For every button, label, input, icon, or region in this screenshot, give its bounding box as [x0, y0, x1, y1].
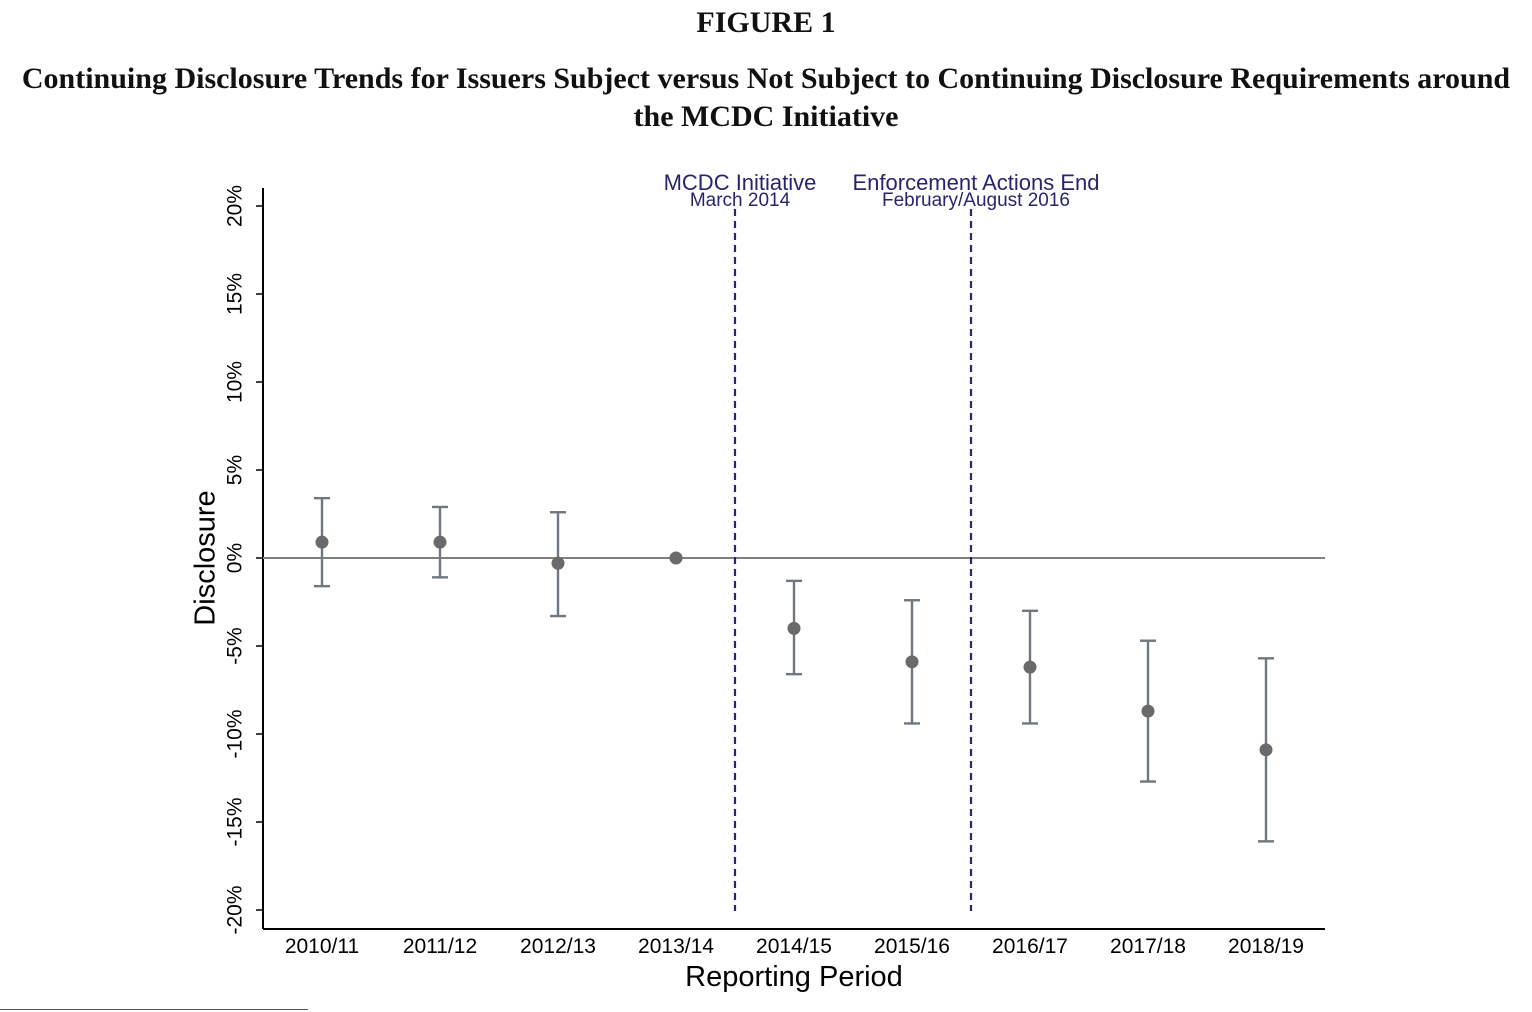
y-axis-title: Disclosure — [190, 490, 222, 625]
figure-label: FIGURE 1 — [696, 6, 836, 39]
y-tick-label: 0% — [224, 543, 247, 573]
x-tick-label: 2011/12 — [403, 935, 477, 958]
event-label-2: Enforcement Actions End — [852, 170, 1099, 195]
x-tick-label: 2017/18 — [1110, 935, 1186, 958]
y-tick-label: -20% — [224, 885, 247, 934]
event-label-1: MCDC Initiative — [664, 170, 817, 195]
figure-title-line-1: Continuing Disclosure Trends for Issuers… — [21, 62, 1511, 95]
event-date-2: February/August 2016 — [882, 190, 1070, 211]
y-tick-label: 5% — [224, 455, 247, 485]
y-tick-label: 15% — [224, 273, 247, 315]
x-axis-title: Reporting Period — [685, 961, 903, 993]
data-point — [669, 551, 683, 565]
y-tick-label: -15% — [224, 797, 247, 846]
x-tick-label: 2014/15 — [756, 935, 832, 958]
data-point — [905, 655, 919, 669]
data-point — [551, 556, 565, 570]
y-tick-label: 10% — [224, 361, 247, 403]
footnote-rule — [0, 1009, 308, 1010]
x-tick-label: 2010/11 — [285, 935, 359, 958]
data-point — [433, 535, 447, 549]
y-tick-label: -5% — [224, 627, 247, 664]
figure-title-line-2: the MCDC Initiative — [633, 100, 899, 133]
x-tick-label: 2015/16 — [874, 935, 950, 958]
figure-title: Continuing Disclosure Trends for Issuers… — [0, 60, 1532, 136]
x-tick-label: 2013/14 — [638, 935, 714, 958]
data-point — [1259, 743, 1273, 757]
data-point — [315, 535, 329, 549]
data-point — [787, 621, 801, 635]
plot-area: -20% -15% -10% -5% 0% 5% 10% 15% 20% 2010/11 2011/… — [224, 170, 1325, 958]
data-point — [1023, 660, 1037, 674]
data-point — [1141, 704, 1155, 718]
x-tick-label: 2018/19 — [1228, 935, 1304, 958]
y-tick-label: 20% — [224, 185, 247, 227]
event-date-1: March 2014 — [690, 190, 791, 211]
y-tick-label: -10% — [224, 709, 247, 758]
x-tick-label: 2016/17 — [992, 935, 1068, 958]
x-tick-label: 2012/13 — [520, 935, 596, 958]
